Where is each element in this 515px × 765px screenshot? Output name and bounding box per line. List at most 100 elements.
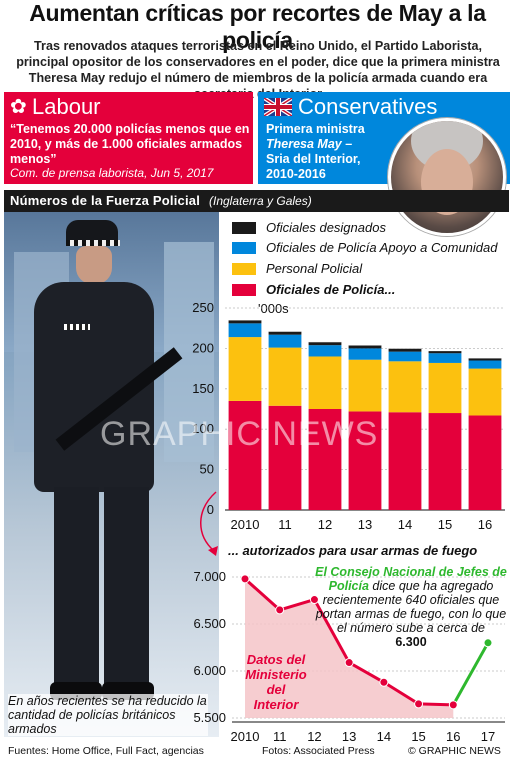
line-ytick-label: 5.500 <box>193 710 226 725</box>
footer-photos: Fotos: Associated Press <box>262 745 375 757</box>
cons-line-4: 2010-2016 <box>266 167 326 181</box>
bar-xtick-label: 15 <box>438 517 452 532</box>
page-title: Aumentan críticas por recortes de May a … <box>29 0 486 53</box>
connector-arrow <box>200 491 217 552</box>
labour-name: Labour <box>32 94 101 119</box>
bar-xtick-label: 2010 <box>231 517 260 532</box>
cons-line-3: Sria del Interior, <box>266 152 361 166</box>
bar-segment <box>388 351 422 362</box>
bar-segment <box>228 337 262 401</box>
bar-segment <box>428 353 462 363</box>
bar-segment <box>228 400 262 510</box>
bar-segment <box>268 334 302 348</box>
conservatives-text: Primera ministra Theresa May – Sria del … <box>266 122 391 182</box>
line-series-projection <box>451 642 490 706</box>
bar-ytick-label: 200 <box>192 340 214 355</box>
line-point <box>379 677 389 687</box>
line-area-fill <box>245 578 454 718</box>
legend-label: Oficiales de Policía Apoyo a Comunidad <box>266 240 498 255</box>
legend-swatch <box>232 222 256 234</box>
line-ytick-label: 7.000 <box>193 569 226 584</box>
photo-caption: En años recientes se ha reducido la cant… <box>8 694 208 736</box>
bar-segment <box>308 341 342 346</box>
bar-segment <box>308 409 342 510</box>
legend-swatch <box>232 242 256 254</box>
legend-label: Oficiales de Policía... <box>266 282 396 297</box>
home-office-annotation: Datos del Ministerio del Interior <box>245 652 307 712</box>
union-flag-icon <box>264 98 292 116</box>
bar-segment <box>468 358 502 361</box>
line-xtick-label: 14 <box>377 729 391 744</box>
line-xtick-label: 15 <box>411 729 425 744</box>
bar-xtick-label: 12 <box>318 517 332 532</box>
connector-arrowhead <box>208 546 218 556</box>
bar-ytick-label: 250 <box>192 300 214 315</box>
bar-segment <box>428 350 462 354</box>
legend-swatch <box>232 284 256 296</box>
bar-segment <box>388 412 422 510</box>
cons-line-1: Primera ministra <box>266 122 365 136</box>
watermark: GRAPHIC NEWS <box>100 415 379 453</box>
bar-ytick-label: 150 <box>192 381 214 396</box>
legend-swatch <box>232 263 256 275</box>
npcc-annotation-text: dice que ha agregado recientemente 640 o… <box>315 579 507 635</box>
line-xtick-label: 11 <box>273 729 287 744</box>
bar-xtick-label: 14 <box>398 517 412 532</box>
line-point <box>448 700 458 710</box>
armed-police-photo <box>4 212 219 737</box>
labour-panel: ✿ Labour “Tenemos 20.000 policías menos … <box>4 92 253 184</box>
line-chart-title: ... autorizados para usar armas de fuego <box>228 543 478 558</box>
line-ytick-label: 6.000 <box>193 663 226 678</box>
bar-segment <box>268 347 302 406</box>
bar-segment <box>388 348 422 352</box>
bar-segment <box>348 348 382 360</box>
bar-segment <box>388 361 422 413</box>
line-point <box>414 699 424 709</box>
bar-segment <box>308 345 342 357</box>
section-header: Números de la Fuerza Policial (Inglaterr… <box>4 190 509 212</box>
line-xtick-label: 13 <box>342 729 356 744</box>
section-title: Números de la Fuerza Policial <box>10 193 201 208</box>
bar-ytick-label: 50 <box>200 462 214 477</box>
cons-line-2: Theresa May – <box>266 137 353 151</box>
bar-segment <box>468 415 502 510</box>
bar-unit-label: '000s <box>258 301 289 316</box>
bar-segment <box>428 362 462 414</box>
line-xtick-label: 17 <box>481 729 495 744</box>
bar-segment <box>268 331 302 335</box>
bar-segment <box>348 359 382 412</box>
bar-ytick-label: 0 <box>207 502 214 517</box>
bar-segment <box>228 320 262 324</box>
bar-segment <box>428 413 462 510</box>
footer-brand: © GRAPHIC NEWS <box>408 745 501 757</box>
line-point <box>275 605 285 615</box>
conservatives-name: Conservatives <box>298 94 438 119</box>
bar-segment <box>468 368 502 416</box>
line-point <box>483 638 493 648</box>
bar-segment <box>228 323 262 338</box>
line-point <box>344 658 354 668</box>
npcc-annotation: El Consejo Nacional de Jefes de Policía … <box>313 565 509 649</box>
line-ytick-label: 6.500 <box>193 616 226 631</box>
footer-sources: Fuentes: Home Office, Full Fact, agencia… <box>8 745 204 757</box>
npcc-annotation-value: 6.300 <box>395 635 427 649</box>
rose-icon: ✿ <box>10 96 27 118</box>
bar-xtick-label: 13 <box>358 517 372 532</box>
labour-quote-source: Com. de prensa laborista, Jun 5, 2017 <box>10 166 214 180</box>
line-xtick-label: 16 <box>446 729 460 744</box>
bar-segment <box>308 356 342 409</box>
bar-segment <box>348 345 382 349</box>
labour-quote: “Tenemos 20.000 policías menos que en 20… <box>10 122 250 166</box>
line-xtick-label: 12 <box>307 729 321 744</box>
bar-segment <box>268 405 302 510</box>
line-xtick-label: 2010 <box>231 729 260 744</box>
bar-xtick-label: 11 <box>278 517 292 532</box>
line-point <box>309 595 319 605</box>
bar-segment <box>468 360 502 369</box>
line-point <box>240 574 250 584</box>
bar-ytick-label: 100 <box>192 421 214 436</box>
bar-xtick-label: 16 <box>478 517 492 532</box>
section-subtitle: (Inglaterra y Gales) <box>209 194 312 208</box>
legend-label: Personal Policial <box>266 261 363 276</box>
